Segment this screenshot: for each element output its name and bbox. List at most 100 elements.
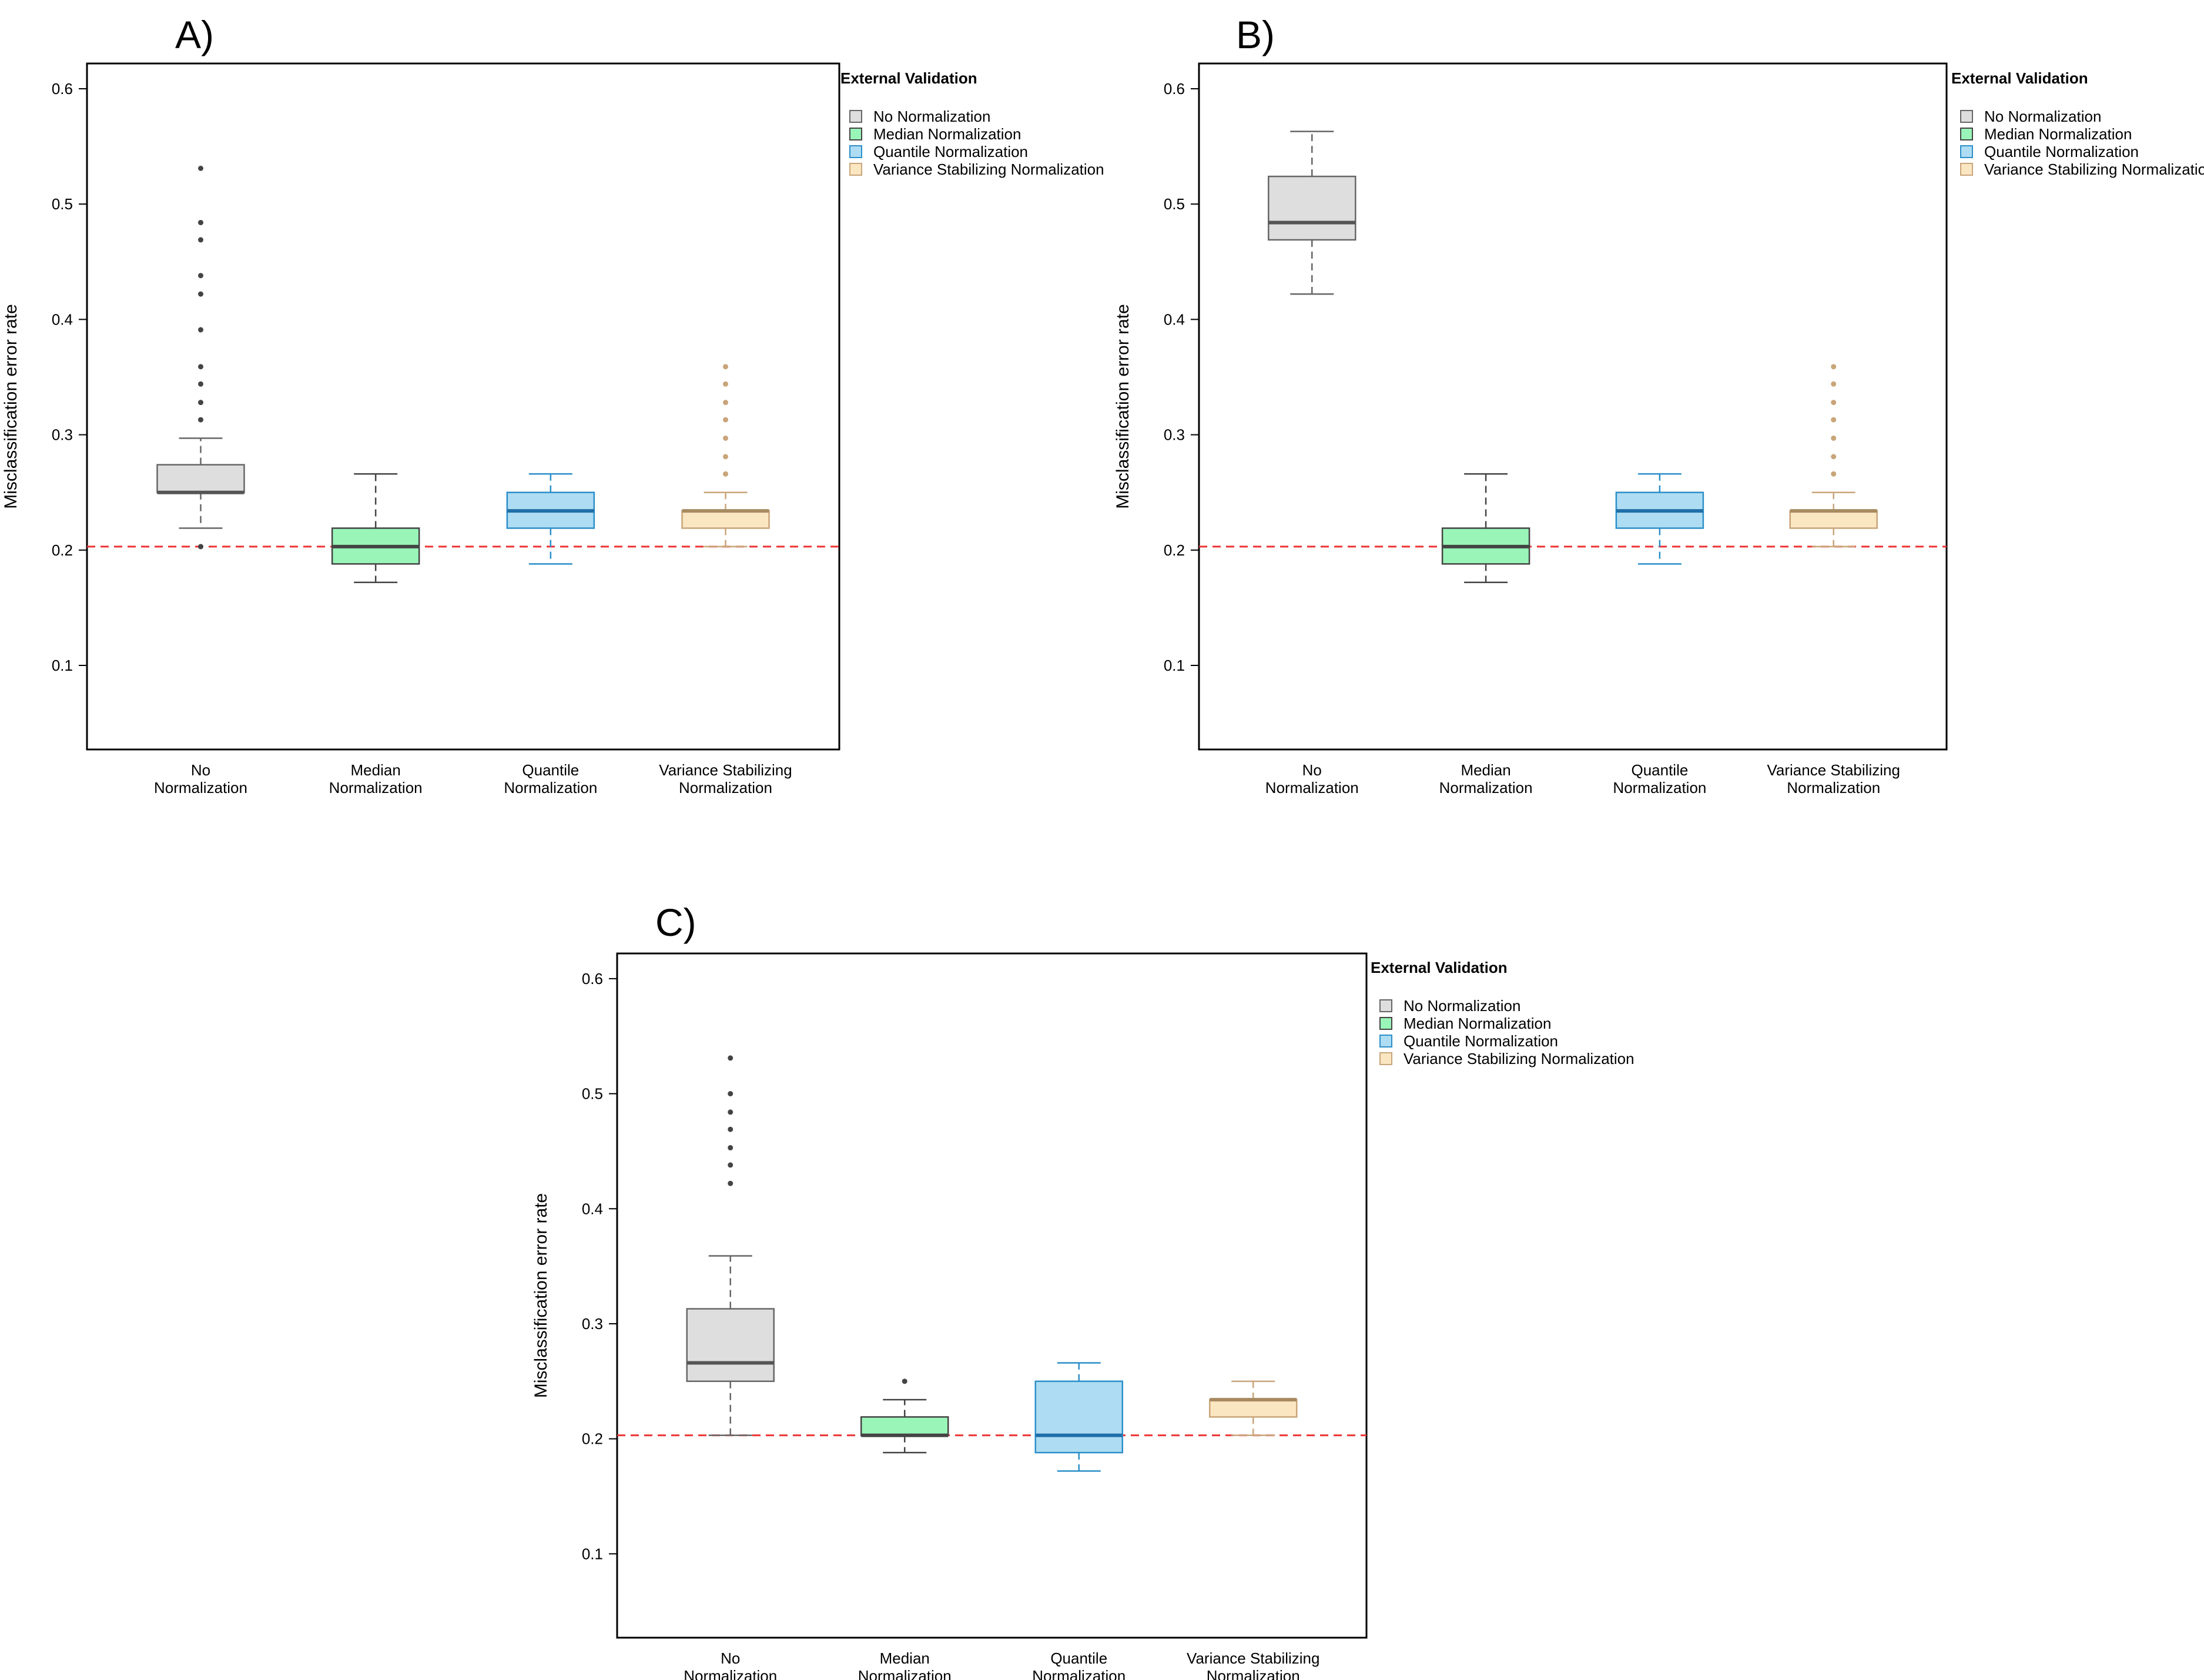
legend-label-variance-stabilizing-normalization: Variance Stabilizing Normalization: [1404, 1050, 1634, 1067]
outlier-point: [197, 417, 203, 423]
outlier-point: [197, 220, 203, 226]
y-tick-label: 0.4: [1164, 310, 1185, 328]
box-body: [681, 510, 770, 529]
legend-label-median-normalization: Median Normalization: [873, 125, 1021, 143]
legend: External Validation No NormalizationMedia…: [840, 69, 1104, 178]
legend-label-median-normalization: Median Normalization: [1404, 1015, 1551, 1032]
legend: External Validation No NormalizationMedia…: [1951, 69, 2204, 178]
y-tick-label: 0.3: [582, 1315, 603, 1333]
y-tick-label: 0.6: [52, 80, 73, 98]
x-tick-label: Normalization: [1439, 779, 1533, 797]
outlier-point: [728, 1145, 733, 1151]
box-body: [1789, 510, 1878, 529]
outlier-point: [728, 1162, 733, 1168]
x-tick-label: No: [191, 761, 210, 779]
x-tick-label: Normalization: [679, 779, 772, 797]
x-tick-label: Normalization: [1613, 779, 1706, 797]
legend-swatch-median-normalization: [849, 128, 862, 140]
legend: External Validation No NormalizationMedia…: [1371, 959, 1634, 1067]
x-tick-label: Quantile: [1631, 761, 1688, 779]
outlier-point: [197, 291, 203, 297]
y-tick-label: 0.2: [52, 541, 73, 559]
x-tick-label: Normalization: [1207, 1667, 1300, 1680]
box-variance-stabilizing-normalization: [1789, 364, 1878, 548]
legend-label-variance-stabilizing-normalization: Variance Stabilizing Normalization: [873, 160, 1104, 178]
outlier-point: [723, 381, 729, 387]
outlier-point: [902, 1378, 907, 1384]
plot-frame: [1198, 62, 1948, 751]
box-no-normalization: [156, 165, 245, 550]
legend-title: External Validation: [1371, 959, 1508, 976]
legend-swatch-quantile-normalization: [849, 145, 862, 158]
outlier-point: [728, 1180, 733, 1186]
outlier-point: [723, 364, 729, 370]
outlier-point: [197, 400, 203, 406]
outlier-point: [1831, 400, 1837, 406]
y-tick-label: 0.5: [1164, 195, 1185, 213]
y-axis-label: Misclassification error rate: [531, 1193, 551, 1398]
outlier-point: [728, 1109, 733, 1115]
legend-label-median-normalization: Median Normalization: [1984, 125, 2132, 143]
y-tick-label: 0.4: [582, 1200, 603, 1217]
x-tick-label: Normalization: [504, 779, 597, 797]
legend-swatch-median-normalization: [1379, 1017, 1392, 1030]
legend-swatch-variance-stabilizing-normalization: [1960, 163, 1973, 176]
plot-frame: [616, 952, 1368, 1639]
x-tick-label: Quantile: [1050, 1649, 1107, 1667]
outlier-point: [197, 165, 203, 171]
outlier-point: [723, 400, 729, 406]
outlier-point: [1831, 471, 1837, 477]
x-tick-label: Variance Stabilizing: [659, 761, 792, 779]
outlier-point: [1831, 381, 1837, 387]
outlier-point: [723, 471, 729, 477]
y-tick-label: 0.2: [582, 1430, 603, 1448]
box-no-normalization: [1268, 130, 1356, 295]
legend-swatch-no-normalization: [1960, 110, 1973, 123]
x-tick-label: Normalization: [684, 1667, 777, 1680]
panel-label: B): [1236, 13, 1275, 56]
box-body: [1209, 1398, 1298, 1418]
legend-title: External Validation: [1951, 69, 2088, 87]
outlier-point: [1831, 417, 1837, 423]
box-body: [156, 464, 245, 493]
panel-label: C): [655, 901, 696, 944]
legend-label-no-normalization: No Normalization: [1404, 997, 1520, 1015]
legend-swatch-no-normalization: [849, 110, 862, 123]
outlier-point: [723, 435, 729, 441]
x-tick-label: No: [721, 1649, 740, 1667]
outlier-point: [1831, 435, 1837, 441]
outlier-point: [197, 273, 203, 279]
legend-label-quantile-normalization: Quantile Normalization: [1984, 143, 2139, 160]
box-quantile-normalization: [1615, 473, 1704, 565]
box-quantile-normalization: [506, 473, 595, 565]
outlier-point: [197, 544, 203, 550]
outlier-point: [197, 381, 203, 387]
x-tick-label: Variance Stabilizing: [1767, 761, 1900, 779]
x-tick-label: Normalization: [1265, 779, 1359, 797]
outlier-point: [723, 454, 729, 460]
y-tick-label: 0.5: [52, 195, 73, 213]
y-tick-label: 0.1: [52, 657, 73, 674]
x-tick-label: Normalization: [1787, 779, 1880, 797]
outlier-point: [728, 1055, 733, 1061]
legend-swatch-variance-stabilizing-normalization: [1379, 1052, 1392, 1065]
x-tick-label: No: [1302, 761, 1322, 779]
box-median-normalization: [1441, 473, 1530, 583]
outlier-point: [197, 237, 203, 243]
box-no-normalization: [686, 1055, 775, 1437]
outlier-point: [197, 327, 203, 333]
outlier-point: [728, 1126, 733, 1132]
x-tick-label: Median: [1461, 761, 1510, 779]
y-tick-label: 0.1: [1164, 657, 1185, 674]
x-tick-label: Median: [351, 761, 401, 779]
chart-panel-a: A) 0.1 0.2 0.3 0.4 0.5 0.6 Misclassification er…: [1, 13, 1104, 797]
legend-label-quantile-normalization: Quantile Normalization: [873, 143, 1028, 160]
y-tick-label: 0.3: [52, 426, 73, 444]
y-tick-label: 0.6: [1164, 80, 1185, 98]
box-quantile-normalization: [1034, 1362, 1124, 1472]
panel-label: A): [175, 13, 214, 56]
x-tick-label: Median: [880, 1649, 930, 1667]
box-body: [860, 1416, 949, 1437]
box-body: [686, 1308, 775, 1383]
y-tick-label: 0.1: [582, 1545, 603, 1562]
